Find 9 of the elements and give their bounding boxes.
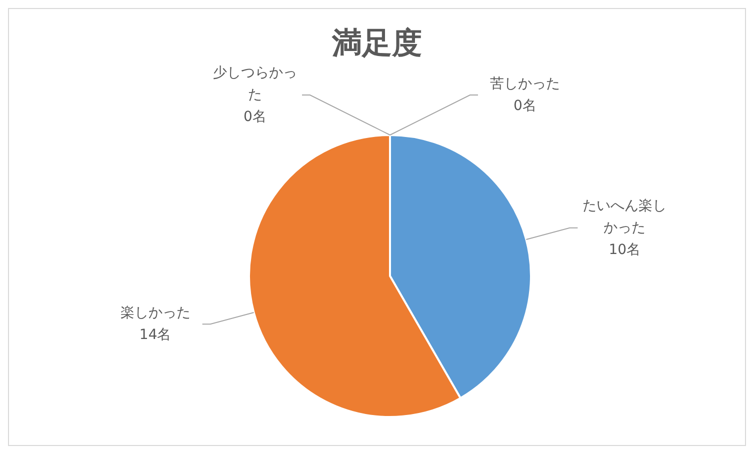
- category-label: 苦しかった: [490, 76, 560, 92]
- slice-label: 楽しかった: [120, 305, 190, 322]
- category-label: 少しつらかった: [213, 65, 297, 103]
- text: 0名: [244, 109, 266, 125]
- chart-title: 満足度: [330, 25, 423, 63]
- slice-label: たいへん楽しかった: [582, 198, 667, 236]
- data-label: 14名: [139, 327, 172, 344]
- text: 0名: [514, 98, 536, 114]
- data-label: 10名: [608, 242, 641, 258]
